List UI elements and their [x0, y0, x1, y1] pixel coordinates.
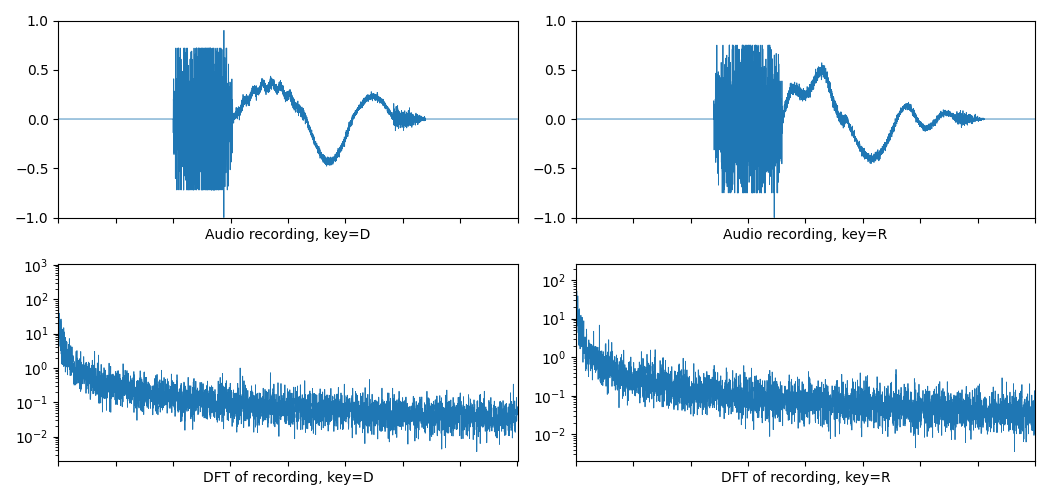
X-axis label: DFT of recording, key=D: DFT of recording, key=D [203, 471, 374, 485]
X-axis label: Audio recording, key=R: Audio recording, key=R [723, 228, 887, 242]
X-axis label: Audio recording, key=D: Audio recording, key=D [205, 228, 371, 242]
X-axis label: DFT of recording, key=R: DFT of recording, key=R [720, 471, 890, 485]
